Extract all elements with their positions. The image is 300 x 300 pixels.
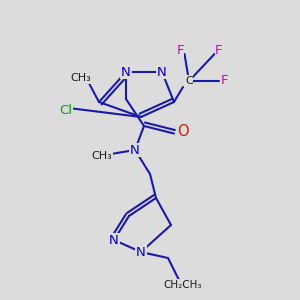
Text: CH₃: CH₃ bbox=[92, 151, 112, 161]
Text: CH₃: CH₃ bbox=[70, 73, 92, 83]
Text: N: N bbox=[109, 233, 119, 247]
Text: CH₂CH₃: CH₂CH₃ bbox=[164, 280, 202, 290]
Text: N: N bbox=[121, 65, 131, 79]
Text: N: N bbox=[130, 143, 140, 157]
Text: O: O bbox=[177, 124, 189, 139]
Text: F: F bbox=[215, 44, 223, 58]
Text: F: F bbox=[176, 44, 184, 58]
Text: C: C bbox=[185, 76, 193, 86]
Text: Cl: Cl bbox=[59, 104, 73, 118]
Text: F: F bbox=[221, 74, 229, 88]
Text: N: N bbox=[157, 65, 167, 79]
Text: N: N bbox=[136, 245, 146, 259]
